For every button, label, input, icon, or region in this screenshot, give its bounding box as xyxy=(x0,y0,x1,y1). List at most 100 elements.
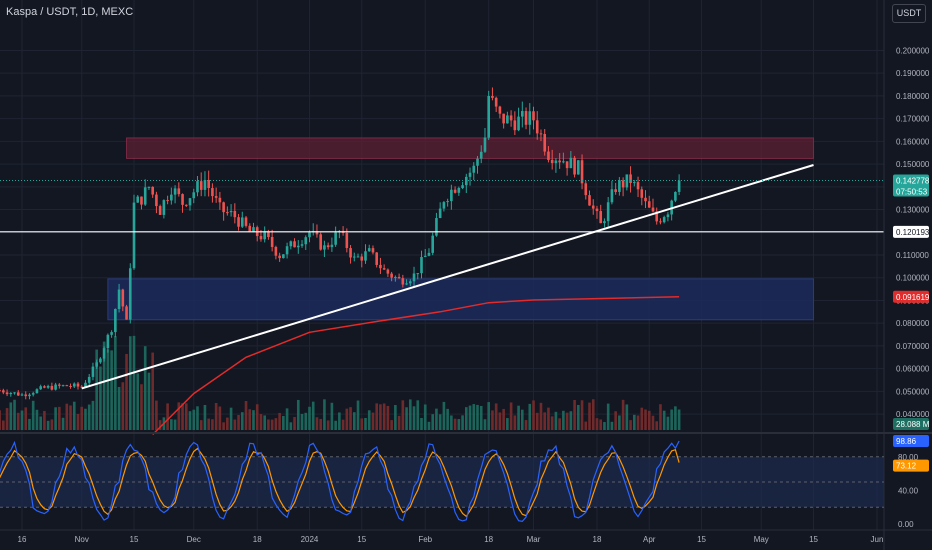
candle xyxy=(304,235,308,250)
candle xyxy=(46,384,50,389)
candle xyxy=(360,253,364,268)
candle-body xyxy=(263,231,266,240)
candle-body xyxy=(136,196,140,203)
candle-body xyxy=(577,160,580,175)
candle-body xyxy=(196,181,199,193)
volume-bar xyxy=(472,404,476,430)
candle xyxy=(371,245,375,255)
candle xyxy=(677,174,681,196)
support-zone xyxy=(107,278,815,321)
candle xyxy=(218,191,222,210)
stochastic-d-badge: 73.12 xyxy=(893,459,929,472)
volume-bar xyxy=(151,352,154,430)
candle xyxy=(427,248,431,257)
volume-bar xyxy=(9,402,13,430)
candle-body xyxy=(147,186,151,188)
candle-body xyxy=(464,176,468,186)
volume-bar xyxy=(670,409,673,430)
candle-body xyxy=(375,252,379,265)
horizontal-level-badge-bg xyxy=(893,225,929,238)
candle-body xyxy=(655,211,659,222)
candle xyxy=(513,111,517,136)
volume-bar xyxy=(647,410,651,430)
candle-body xyxy=(334,232,337,245)
volume-bar xyxy=(128,336,132,430)
volume-bar xyxy=(143,346,147,430)
candle-body xyxy=(524,111,528,125)
candle-body xyxy=(554,160,558,164)
volume-bar xyxy=(39,416,42,430)
candle-body xyxy=(102,348,106,359)
time-tick-label: 15 xyxy=(809,535,818,544)
time-tick-label: 15 xyxy=(697,535,706,544)
volume-bar xyxy=(352,412,356,430)
volume-bar xyxy=(226,417,229,430)
volume-bar xyxy=(158,420,162,430)
volume-bar xyxy=(248,409,252,430)
candle-body xyxy=(166,200,169,202)
volume-bar xyxy=(255,404,259,430)
candle-body xyxy=(65,385,69,387)
candle xyxy=(106,333,110,353)
candle xyxy=(420,250,423,279)
candle xyxy=(248,223,252,233)
volume-bar xyxy=(173,419,177,430)
candle-body xyxy=(595,208,599,212)
candle-body xyxy=(487,95,491,138)
volume-bar xyxy=(614,411,617,430)
candle xyxy=(494,96,498,112)
candle xyxy=(203,171,207,197)
time-tick-label: 15 xyxy=(357,535,366,544)
candle xyxy=(379,257,382,274)
candle xyxy=(618,177,621,196)
volume-bar xyxy=(121,382,125,430)
volume-bar xyxy=(565,412,569,430)
volume-bar xyxy=(423,404,427,430)
volume-bar xyxy=(218,406,222,430)
volume-bar xyxy=(509,402,513,430)
candle-body xyxy=(296,245,300,248)
currency-button[interactable]: USDT xyxy=(892,4,926,23)
volume-bar xyxy=(666,416,670,430)
candle-body xyxy=(502,113,505,124)
candle xyxy=(237,213,240,231)
candle-body xyxy=(674,191,677,201)
volume-bar xyxy=(76,413,80,430)
candle-body xyxy=(450,189,453,202)
volume-bar xyxy=(199,420,203,430)
candle xyxy=(636,176,640,198)
candle-body xyxy=(162,200,166,215)
candle xyxy=(214,187,218,203)
candle-body xyxy=(207,180,210,189)
candle-body xyxy=(431,235,435,253)
candle xyxy=(263,226,266,243)
candle xyxy=(207,170,210,197)
volume-bar xyxy=(308,406,311,430)
candle-body xyxy=(438,208,442,219)
candle-body xyxy=(267,231,270,238)
candle xyxy=(446,198,449,207)
volume-bar xyxy=(35,409,39,430)
candle-body xyxy=(517,116,520,131)
candle xyxy=(199,172,203,197)
candle xyxy=(121,288,125,312)
candle-body xyxy=(170,194,173,201)
candle xyxy=(158,204,162,215)
candle xyxy=(621,177,625,197)
candle xyxy=(226,206,229,216)
volume-bar xyxy=(46,420,50,430)
candle xyxy=(670,199,673,221)
volume-bar xyxy=(296,399,300,430)
ma-value-badge-text: 0.091619 xyxy=(896,293,930,302)
last-price-badge-text: 0.142778 xyxy=(896,177,930,186)
candle-body xyxy=(662,217,666,223)
candle-body xyxy=(184,204,188,206)
volume-bar xyxy=(390,420,393,430)
candle-body xyxy=(46,385,50,388)
volume-bar xyxy=(603,422,606,430)
candle-body xyxy=(274,246,278,256)
candle xyxy=(502,113,505,129)
volume-bar xyxy=(367,410,371,430)
volume-bar xyxy=(211,419,214,430)
